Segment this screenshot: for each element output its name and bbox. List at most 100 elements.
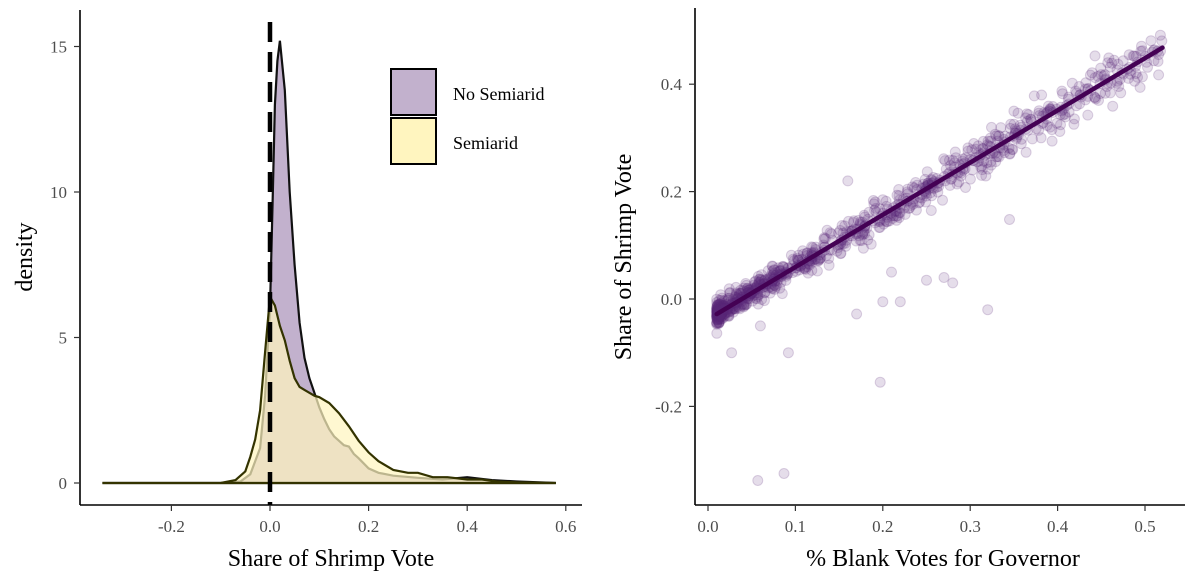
scatter-point [947,155,959,166]
scatter-point [957,153,969,165]
scatter-point [1113,81,1125,92]
scatter-point [858,209,870,221]
scatter-point [874,203,886,215]
scatter-point [985,156,997,168]
scatter-point [1137,45,1149,57]
scatter-point [1036,89,1048,101]
scatter-point [746,295,758,307]
scatter-point [712,299,724,311]
scatter-point [868,198,880,210]
scatter-point [735,284,746,296]
left-x-axis-title: Share of Shrimp Vote [228,546,434,572]
scatter-point [1152,55,1164,67]
scatter-point [713,317,725,328]
scatter-point [1007,144,1019,156]
scatter-point [945,160,957,172]
scatter-point [1059,111,1071,123]
scatter-point [893,184,905,195]
scatter-point [1082,109,1094,121]
scatter-point [773,262,784,274]
scatter-point [873,222,885,233]
scatter-point [754,273,766,285]
scatter-point [714,298,726,310]
scatter-point [874,221,886,233]
scatter-point [857,242,869,254]
scatter-point [711,318,723,330]
left-x-tick-label: -0.2 [158,517,185,536]
scatter-point [892,210,903,222]
scatter-point [899,208,911,220]
right-y-tick-label: -0.2 [655,397,682,416]
scatter-point [1122,72,1134,84]
scatter-point [993,130,1005,142]
left-y-tick-label: 15 [50,38,67,57]
scatter-point [1090,93,1102,105]
scatter-point [716,294,728,306]
scatter-point [949,146,961,158]
scatter-point [825,228,837,240]
scatter-point [1004,148,1016,160]
scatter-point [1129,75,1141,87]
scatter-point [1112,58,1124,70]
scatter-point [1033,105,1045,117]
scatter-point [985,159,997,171]
right-y-ticks: -0.2 0.0 0.2 0.4 [655,75,695,416]
scatter-point [968,138,980,149]
scatter-point [1127,50,1139,62]
scatter-point [1046,124,1058,136]
scatter-point [1012,107,1024,119]
scatter-point [870,202,882,214]
scatter-point [906,181,918,193]
scatter-point [854,234,866,246]
scatter-point [975,161,987,173]
scatter-point [992,151,1004,163]
scatter-point [901,186,913,198]
scatter-point [806,241,818,253]
density-plot-panel: -0.2 0.0 0.2 0.4 0.6 0 5 10 15 Share of Shrimp … [12,10,582,572]
scatter-point [723,283,735,295]
scatter-point [1063,106,1075,118]
scatter-point [1103,52,1115,64]
scatter-point [921,166,933,178]
scatter-point [762,265,774,277]
scatter-point [894,207,906,219]
scatter-point [991,151,1002,163]
scatter-point [1107,100,1119,112]
right-x-tick-label: 0.3 [960,517,981,536]
scatter-point [764,287,776,299]
scatter-point [1094,88,1106,99]
scatter-point [880,216,892,228]
scatter-point [962,145,974,157]
scatter-point [863,206,875,218]
scatter-point [1023,109,1034,121]
scatter-point [919,173,931,185]
scatter-point [711,299,723,311]
scatter-point [787,253,799,265]
scatter-point [865,238,877,250]
scatter-point [1003,142,1015,154]
scatter-point [766,260,778,272]
scatter-point [964,173,976,185]
scatter-point [893,212,905,224]
scatter-point [821,224,833,236]
scatter-point [869,196,881,208]
scatter-point [976,160,988,172]
scatter-point [722,309,734,321]
scatter-point [777,261,789,273]
scatter-point [1095,62,1107,74]
right-x-ticks: 0.0 0.1 0.2 0.3 0.4 0.5 [697,505,1156,536]
scatter-point [1092,70,1104,82]
scatter-point [1046,135,1058,147]
scatter-point [1054,126,1066,137]
right-y-tick-label: 0.2 [661,183,682,202]
left-y-axis-title: density [12,222,38,291]
scatter-point [1106,57,1118,69]
legend: No Semiarid Semiarid [390,68,545,165]
scatter-point [1104,87,1116,99]
scatter-point [1123,49,1135,61]
scatter-point [1089,72,1101,84]
scatter-point [939,155,951,167]
scatter-point [715,289,727,301]
scatter-point [852,215,864,226]
right-x-tick-label: 0.4 [1047,517,1069,536]
